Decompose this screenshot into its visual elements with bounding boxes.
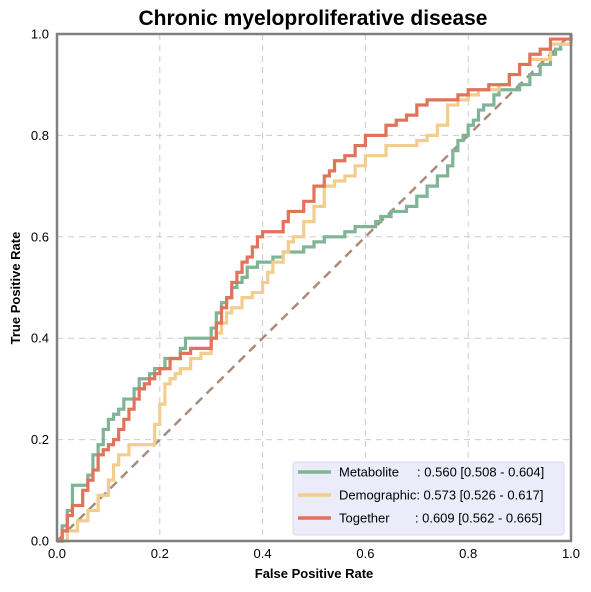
x-tick-label-2: 0.4 [254,546,272,561]
y-tick-label-2: 0.4 [31,331,49,346]
x-tick-labels: 0.0 0.2 0.4 0.6 0.8 1.0 [48,546,580,561]
legend-entry-demographic: Demographic: 0.573 [0.526 - 0.617] [339,488,544,503]
diagonal-line [56,33,572,542]
x-axis-label: False Positive Rate [255,566,374,581]
series-line-demographic [57,34,573,543]
legend-box [292,461,565,536]
plot-frame [55,32,573,543]
y-tick-label-5: 1.0 [31,27,49,42]
x-tick-label-3: 0.6 [356,546,374,561]
series-line-metabolite [57,34,573,543]
y-tick-label-4: 0.8 [31,128,49,143]
legend-entry-metabolite: Metabolite : 0.560 [0.508 - 0.604] [339,465,544,480]
x-tick-label-4: 0.8 [459,546,477,561]
legend: Metabolite : 0.560 [0.508 - 0.604] Demogr… [292,461,565,536]
x-tick-label-1: 0.2 [151,546,169,561]
diagonal-chance-line [56,33,572,542]
series-line-together [57,34,573,543]
y-axis-label: True Positive Rate [8,232,23,345]
y-tick-labels: 0.0 0.2 0.4 0.6 0.8 1.0 [31,27,49,549]
legend-entry-together: Together : 0.609 [0.562 - 0.665] [339,511,542,526]
y-tick-label-3: 0.6 [31,229,49,244]
y-tick-label-1: 0.2 [31,432,49,447]
series-lines [57,34,573,543]
y-tick-label-0: 0.0 [31,534,49,549]
x-tick-label-5: 1.0 [562,546,580,561]
x-tick-label-0: 0.0 [48,546,66,561]
chart-title: Chronic myeloproliferative disease [139,7,488,30]
